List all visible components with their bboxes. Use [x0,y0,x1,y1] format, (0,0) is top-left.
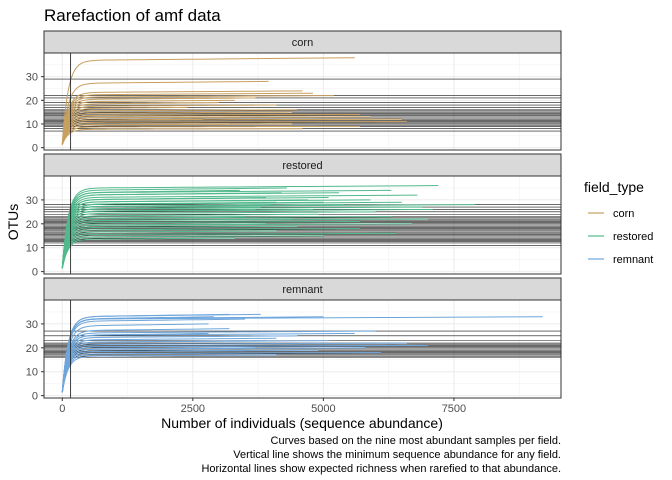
rarefaction-curve [61,128,303,145]
grid [44,53,561,150]
rarefaction-curve [61,352,381,393]
rarefaction-curve [61,232,397,269]
y-tick-label: 30 [26,195,38,207]
rarefaction-curves [61,313,543,393]
rarefaction-curve [61,123,230,145]
rarefaction-curve [61,344,397,393]
caption-line-2: Vertical line shows the minimum sequence… [233,449,561,461]
x-tick-label: 2500 [181,403,205,415]
rarefaction-curve [61,228,360,269]
x-tick-label: 5000 [311,403,335,415]
legend-label-corn: corn [613,208,634,220]
y-tick-label: 0 [32,391,38,403]
panel-corn: corn 0 10 20 30 [26,30,562,155]
y-tick-label: 30 [26,72,38,84]
strip-label: corn [292,37,313,49]
richness-hlines [44,78,561,132]
rarefaction-curve [61,80,269,145]
y-tick-label: 10 [26,119,38,131]
y-tick-label: 10 [26,367,38,379]
rarefaction-curve [61,347,366,393]
caption: Curves based on the nine most abundant s… [201,435,561,475]
rarefaction-curve [61,116,240,145]
y-tick-label: 20 [26,219,38,231]
rarefaction-curve [61,235,324,269]
strip-label: remnant [282,284,322,296]
legend-label-restored: restored [613,231,653,243]
x-tick-label: 7500 [442,403,466,415]
y-tick-label: 20 [26,95,38,107]
legend-title: field_type [584,179,644,195]
rarefaction-curve [61,125,360,145]
rarefaction-curve [61,354,277,393]
y-tick-label: 30 [26,319,38,331]
rarefaction-curve [61,218,428,269]
rarefaction-curve [61,216,392,269]
y-tick-label: 10 [26,243,38,255]
panel-restored: restored 0 10 20 30 [26,153,562,279]
panel-remnant: remnant 0 10 20 30 [26,277,562,403]
y-tick-label: 20 [26,343,38,355]
rarefaction-curves [61,185,475,269]
facet-panels: corn 0 10 20 30 restored 0 10 20 30 remnant 0 10 20 30… [26,30,562,415]
legend-label-remnant: remnant [613,254,653,266]
panel-border [43,299,562,399]
caption-line-3: Horizontal lines show expected richness … [201,463,561,475]
y-axis-title: OTUs [5,204,21,241]
rarefaction-curve [61,342,407,393]
x-axis: 0 2500 5000 7500 [59,398,466,415]
panel-border [43,52,562,151]
rarefaction-curve [61,223,266,269]
rarefaction-curve [61,121,407,145]
x-axis-title: Number of individuals (sequence abundanc… [161,415,443,431]
rarefaction-curve [61,237,235,269]
rarefaction-curves [61,57,407,145]
caption-line-1: Curves based on the nine most abundant s… [271,435,561,447]
panel-border [43,175,562,275]
rarefaction-curve [61,114,360,145]
rarefaction-curve [61,223,413,269]
legend: field_type corn restored remnant [584,179,653,266]
y-tick-label: 0 [32,143,38,155]
y-tick-label: 0 [32,267,38,279]
rarefaction-curve [61,57,355,145]
strip-label: restored [282,160,322,172]
rarefaction-curve [61,111,293,145]
x-tick-label: 0 [59,403,65,415]
chart-title: Rarefaction of amf data [44,6,221,25]
rarefaction-curve [61,330,376,393]
rarefaction-curve [61,316,543,393]
rarefaction-curve [61,116,371,145]
